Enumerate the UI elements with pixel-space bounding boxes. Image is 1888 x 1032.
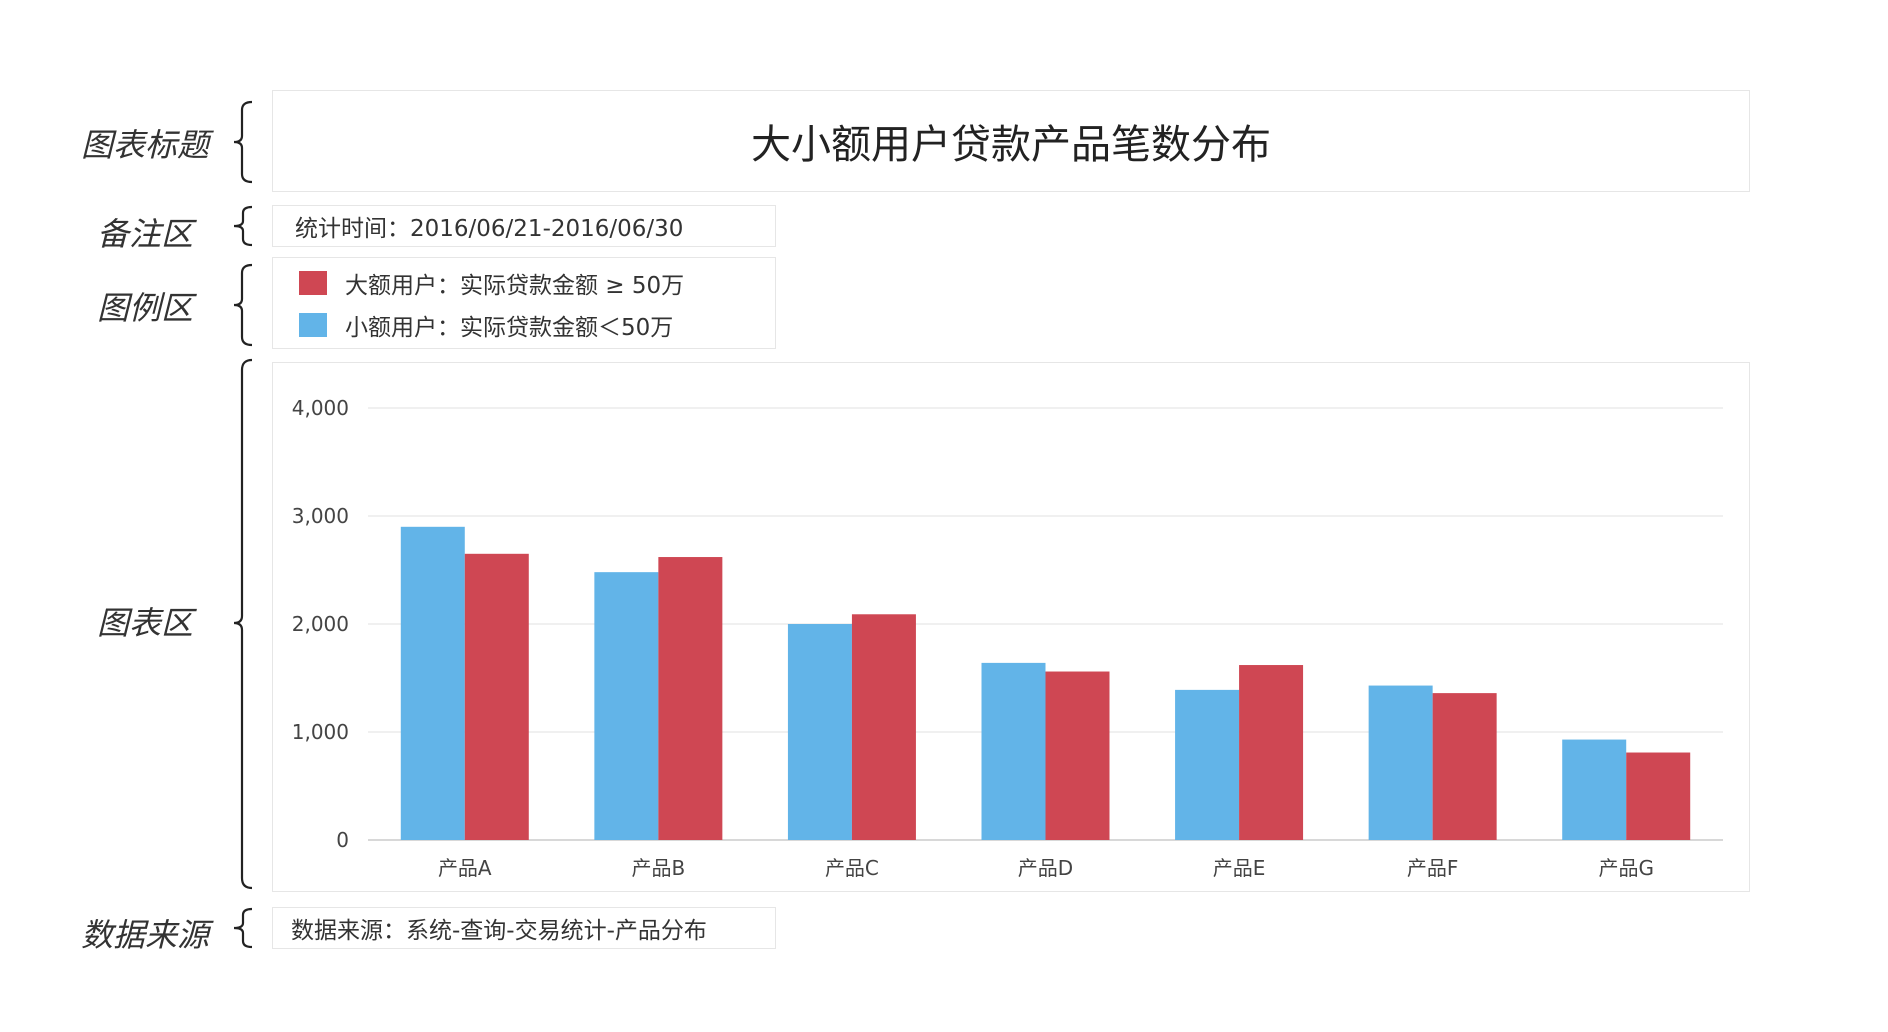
- x-tick-label: 产品B: [631, 856, 685, 880]
- data-source-text: 数据来源：系统-查询-交易统计-产品分布: [291, 918, 707, 944]
- y-tick-label: 3,000: [292, 504, 349, 528]
- bar-small: [594, 572, 659, 840]
- legend-swatch-large: [299, 271, 327, 295]
- x-tick-label: 产品D: [1018, 856, 1073, 880]
- bar-large: [1045, 671, 1110, 840]
- side-label-note: 备注区: [96, 215, 193, 253]
- stat-period-note: 统计时间：2016/06/21-2016/06/30: [295, 216, 684, 242]
- chart-title: 大小额用户贷款产品笔数分布: [751, 122, 1271, 168]
- y-tick-label: 1,000: [292, 720, 349, 744]
- legend-item-large: 大额用户：实际贷款金额 ≥ 50万: [299, 266, 684, 300]
- legend-item-small: 小额用户：实际贷款金额＜50万: [299, 308, 673, 342]
- legend-label-small: 小额用户：实际贷款金额＜50万: [345, 315, 674, 341]
- bar-large: [1239, 665, 1304, 840]
- brace-legend: [233, 263, 253, 347]
- bar-small: [1562, 739, 1627, 840]
- chart-area: 0 1,000 2,000 3,000 4,000 产品A 产品B 产品C 产品D 产品E 产品F 产…: [272, 362, 1750, 892]
- chart-title-box: 大小额用户贷款产品笔数分布: [272, 90, 1750, 192]
- x-tick-label: 产品F: [1407, 856, 1459, 880]
- note-box: 统计时间：2016/06/21-2016/06/30: [272, 205, 776, 247]
- x-tick-label: 产品E: [1213, 856, 1266, 880]
- source-box: 数据来源：系统-查询-交易统计-产品分布: [272, 907, 776, 949]
- bar-large: [464, 553, 529, 840]
- bar-large: [1626, 752, 1691, 840]
- brace-note: [233, 205, 253, 247]
- y-tick-label: 2,000: [292, 612, 349, 636]
- bar-small: [1175, 689, 1240, 840]
- brace-source: [233, 907, 253, 949]
- side-label-title: 图表标题: [80, 126, 209, 164]
- side-label-chart: 图表区: [96, 604, 193, 642]
- brace-chart: [233, 358, 253, 890]
- bar-small: [1368, 685, 1433, 840]
- bar-large: [658, 557, 723, 840]
- bar-chart: 0 1,000 2,000 3,000 4,000 产品A 产品B 产品C 产品D 产品E 产品F 产…: [292, 396, 1723, 880]
- x-tick-label: 产品C: [825, 856, 879, 880]
- x-tick-label: 产品G: [1598, 856, 1654, 880]
- x-tick-label: 产品A: [438, 856, 492, 880]
- bar-large: [851, 614, 916, 840]
- bar-small: [400, 526, 465, 840]
- brace-title: [233, 100, 253, 184]
- legend-swatch-small: [299, 313, 327, 337]
- side-label-source: 数据来源: [80, 916, 209, 954]
- legend-box: 大额用户：实际贷款金额 ≥ 50万 小额用户：实际贷款金额＜50万: [272, 257, 776, 349]
- bar-large: [1432, 693, 1497, 840]
- y-tick-label: 0: [336, 828, 349, 852]
- legend-label-large: 大额用户：实际贷款金额 ≥ 50万: [345, 273, 685, 299]
- bar-small: [981, 662, 1046, 840]
- y-tick-label: 4,000: [292, 396, 349, 420]
- bar-small: [787, 624, 852, 840]
- side-label-legend: 图例区: [96, 289, 193, 327]
